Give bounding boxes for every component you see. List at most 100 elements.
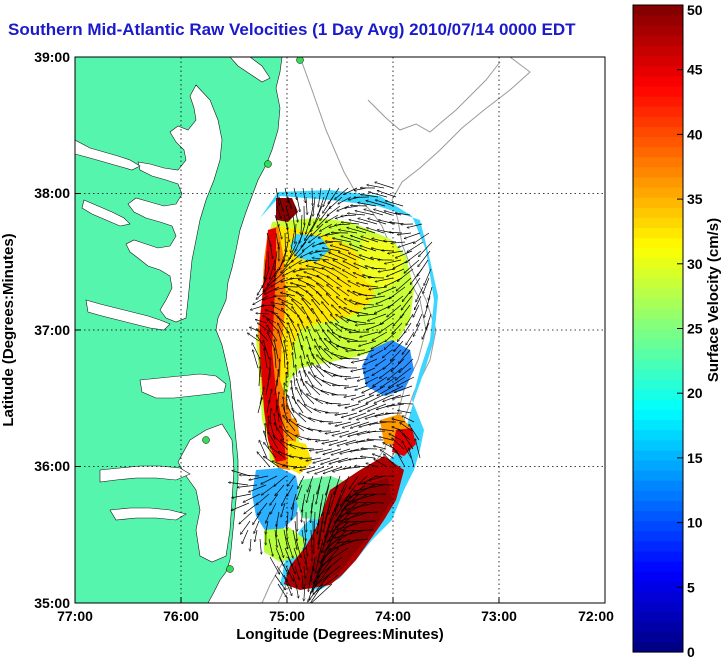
velocity-arrow	[257, 502, 268, 515]
velocity-arrow	[307, 277, 325, 288]
velocity-arrow	[294, 205, 298, 222]
velocity-arrow	[256, 493, 270, 505]
velocity-arrow	[278, 298, 294, 306]
velocity-arrow	[413, 304, 420, 317]
velocity-arrow	[316, 291, 330, 306]
axis-tick-marks	[74, 56, 606, 604]
colorbar-cell	[633, 389, 683, 400]
velocity-arrow	[327, 205, 341, 216]
velocity-arrow	[418, 250, 431, 267]
velocity-arrow	[335, 511, 361, 528]
velocity-arrow	[316, 448, 333, 453]
velocity-arrow	[410, 268, 423, 285]
velocity-arrow	[392, 419, 406, 423]
velocity-arrow	[304, 405, 322, 414]
velocity-arrow	[375, 182, 394, 189]
velocity-arrow	[377, 385, 395, 396]
velocity-arrow	[320, 255, 339, 261]
velocity-arrow	[357, 313, 378, 316]
velocity-arrow	[311, 502, 313, 523]
velocity-arrow	[287, 405, 298, 423]
velocity-arrow	[256, 313, 270, 314]
velocity-arrow	[356, 304, 375, 306]
velocity-arrow	[275, 259, 285, 277]
velocity-arrow	[320, 421, 334, 422]
velocity-arrow	[304, 538, 308, 556]
velocity-arrow	[301, 232, 313, 248]
colorbar-cell	[633, 591, 683, 603]
velocity-arrow	[396, 450, 406, 468]
velocity-arrow	[366, 463, 379, 468]
velocity-arrow	[343, 261, 360, 270]
colorbar-cell	[633, 186, 683, 198]
velocity-arrow	[329, 529, 357, 545]
velocity-arrow	[361, 194, 379, 198]
james-river	[85, 299, 171, 331]
velocity-arrow	[301, 379, 312, 396]
colorbar-gradient	[633, 5, 683, 653]
velocity-arrow	[355, 211, 375, 216]
velocity-arrow	[325, 232, 340, 235]
velocity-arrow	[402, 340, 413, 355]
velocity-arrow	[360, 331, 379, 337]
velocity-arrow	[253, 511, 262, 525]
velocity-arrow	[307, 326, 314, 342]
velocity-arrow	[329, 196, 343, 209]
velocity-arrow	[287, 196, 291, 209]
velocity-arrow	[318, 529, 321, 545]
velocity-arrow	[293, 187, 297, 200]
velocity-arrow	[327, 276, 343, 288]
velocity-arrow	[313, 196, 316, 216]
velocity-arrow	[339, 244, 359, 252]
velocity-arrow	[308, 574, 312, 592]
velocity-arrow	[337, 278, 352, 288]
velocity-arrow	[401, 295, 413, 310]
velocity-arrow	[349, 457, 367, 459]
velocity-arrow	[374, 304, 393, 314]
velocity-arrow	[302, 241, 316, 251]
velocity-arrow	[374, 459, 388, 468]
velocity-arrow	[296, 196, 300, 212]
velocity-arrow	[285, 250, 296, 267]
velocity-arrow	[345, 502, 376, 510]
velocity-arrow	[351, 394, 366, 400]
velocity-arrow	[289, 241, 298, 260]
velocity-arrow	[360, 457, 376, 459]
velocity-arrow	[306, 214, 312, 234]
velocity-arrow	[276, 369, 279, 387]
velocity-arrow	[274, 475, 287, 486]
velocity-arrows	[229, 182, 433, 603]
velocity-arrow	[319, 346, 333, 360]
chesapeake-bay	[125, 84, 223, 323]
station-marker	[296, 57, 304, 64]
velocity-arrow	[309, 448, 324, 451]
velocity-arrow	[338, 252, 357, 261]
velocity-arrow	[339, 511, 370, 521]
velocity-arrow	[265, 377, 269, 396]
velocity-arrow	[358, 218, 378, 225]
velocity-arrow	[344, 394, 357, 397]
velocity-arrow	[329, 363, 349, 369]
velocity-arrow	[358, 340, 377, 346]
velocity-arrow	[344, 521, 377, 522]
velocity-arrow	[427, 295, 431, 308]
velocity-arrow	[259, 387, 264, 405]
velocity-arrow	[333, 375, 352, 378]
velocity-arrow	[257, 452, 271, 468]
velocity-arrow	[346, 511, 379, 514]
velocity-arrow	[301, 529, 305, 549]
colorbar-cell	[633, 530, 683, 542]
velocity-arrow	[384, 259, 402, 264]
velocity-arrow	[384, 211, 402, 216]
velocity-arrow	[232, 493, 252, 498]
velocity-arrow	[385, 331, 397, 342]
rappahannock-river	[81, 199, 131, 227]
velocity-arrow	[400, 304, 411, 318]
velocity-arrow	[360, 246, 377, 252]
velocity-arrow	[294, 565, 299, 580]
velocity-arrow	[371, 340, 386, 349]
velocity-arrow	[375, 200, 395, 207]
x-axis-label: Longitude (Degrees:Minutes)	[236, 626, 444, 643]
velocity-arrow	[368, 192, 388, 198]
station-marker	[202, 436, 210, 444]
